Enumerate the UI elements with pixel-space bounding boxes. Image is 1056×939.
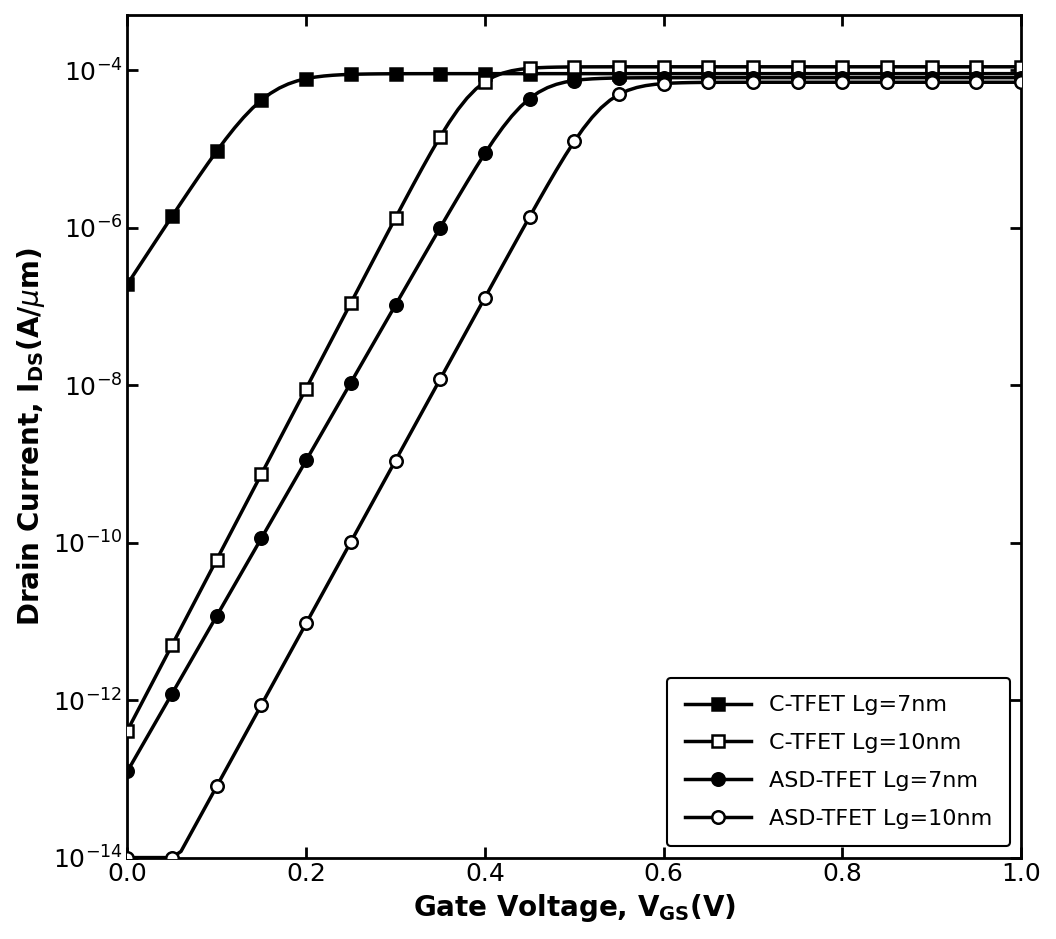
Legend: C-TFET Lg=7nm, C-TFET Lg=10nm, ASD-TFET Lg=7nm, ASD-TFET Lg=10nm: C-TFET Lg=7nm, C-TFET Lg=10nm, ASD-TFET … [666, 678, 1010, 846]
Y-axis label: Drain Current, I$_{\mathregular{DS}}$(A/$\mu$m): Drain Current, I$_{\mathregular{DS}}$(A/… [15, 247, 48, 625]
X-axis label: Gate Voltage, V$_{\mathregular{GS}}$(V): Gate Voltage, V$_{\mathregular{GS}}$(V) [413, 892, 736, 924]
